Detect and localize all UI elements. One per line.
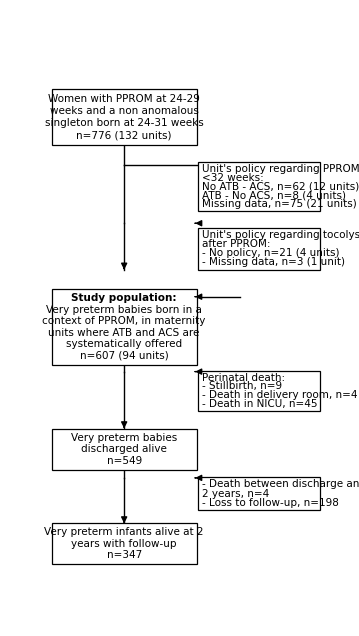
FancyBboxPatch shape — [52, 89, 196, 145]
Text: n=347: n=347 — [107, 550, 142, 560]
Text: years with follow-up: years with follow-up — [71, 539, 177, 548]
FancyBboxPatch shape — [198, 228, 320, 270]
Text: Missing data, n=75 (21 units): Missing data, n=75 (21 units) — [201, 199, 356, 209]
Text: Perinatal death:: Perinatal death: — [201, 373, 285, 383]
Text: No ATB - ACS, n=62 (12 units): No ATB - ACS, n=62 (12 units) — [201, 181, 359, 191]
FancyBboxPatch shape — [198, 371, 320, 411]
Text: weeks and a non anomalous: weeks and a non anomalous — [50, 106, 199, 116]
Text: ATB - No ACS, n=8 (4 units): ATB - No ACS, n=8 (4 units) — [201, 190, 345, 200]
Text: units where ATB and ACS are: units where ATB and ACS are — [48, 328, 200, 338]
Text: context of PPROM, in maternity: context of PPROM, in maternity — [42, 316, 206, 326]
Text: singleton born at 24-31 weeks: singleton born at 24-31 weeks — [45, 118, 204, 128]
Text: - Loss to follow-up, n=198: - Loss to follow-up, n=198 — [201, 498, 339, 508]
Text: <32 weeks:: <32 weeks: — [201, 173, 263, 183]
Text: n=776 (132 units): n=776 (132 units) — [76, 130, 172, 141]
Text: - Death in delivery room, n=4: - Death in delivery room, n=4 — [201, 390, 357, 400]
Text: after PPROM:: after PPROM: — [201, 239, 270, 249]
Text: Very preterm infants alive at 2: Very preterm infants alive at 2 — [45, 527, 204, 537]
FancyBboxPatch shape — [52, 523, 196, 563]
Text: 2 years, n=4: 2 years, n=4 — [201, 488, 269, 499]
Text: - No policy, n=21 (4 units): - No policy, n=21 (4 units) — [201, 248, 339, 258]
Text: Very preterm babies: Very preterm babies — [71, 433, 177, 443]
Text: systematically offered: systematically offered — [66, 340, 182, 349]
Text: - Stillbirth, n=9: - Stillbirth, n=9 — [201, 382, 282, 391]
Text: discharged alive: discharged alive — [81, 445, 167, 455]
Text: - Missing data, n=3 (1 unit): - Missing data, n=3 (1 unit) — [201, 258, 345, 267]
Text: Unit's policy regarding tocolysis: Unit's policy regarding tocolysis — [201, 230, 359, 240]
Text: n=607 (94 units): n=607 (94 units) — [80, 351, 168, 361]
Text: Unit's policy regarding PPROM: Unit's policy regarding PPROM — [201, 164, 359, 174]
FancyBboxPatch shape — [198, 477, 320, 510]
Text: Women with PPROM at 24-29: Women with PPROM at 24-29 — [48, 93, 200, 104]
Text: Study population:: Study population: — [71, 293, 177, 303]
Text: n=549: n=549 — [107, 456, 142, 466]
Text: - Death in NICU, n=45: - Death in NICU, n=45 — [201, 399, 317, 409]
FancyBboxPatch shape — [52, 289, 196, 365]
Text: Very preterm babies born in a: Very preterm babies born in a — [46, 305, 202, 315]
FancyBboxPatch shape — [198, 162, 320, 211]
FancyBboxPatch shape — [52, 429, 196, 470]
Text: - Death between discharge and: - Death between discharge and — [201, 480, 359, 489]
